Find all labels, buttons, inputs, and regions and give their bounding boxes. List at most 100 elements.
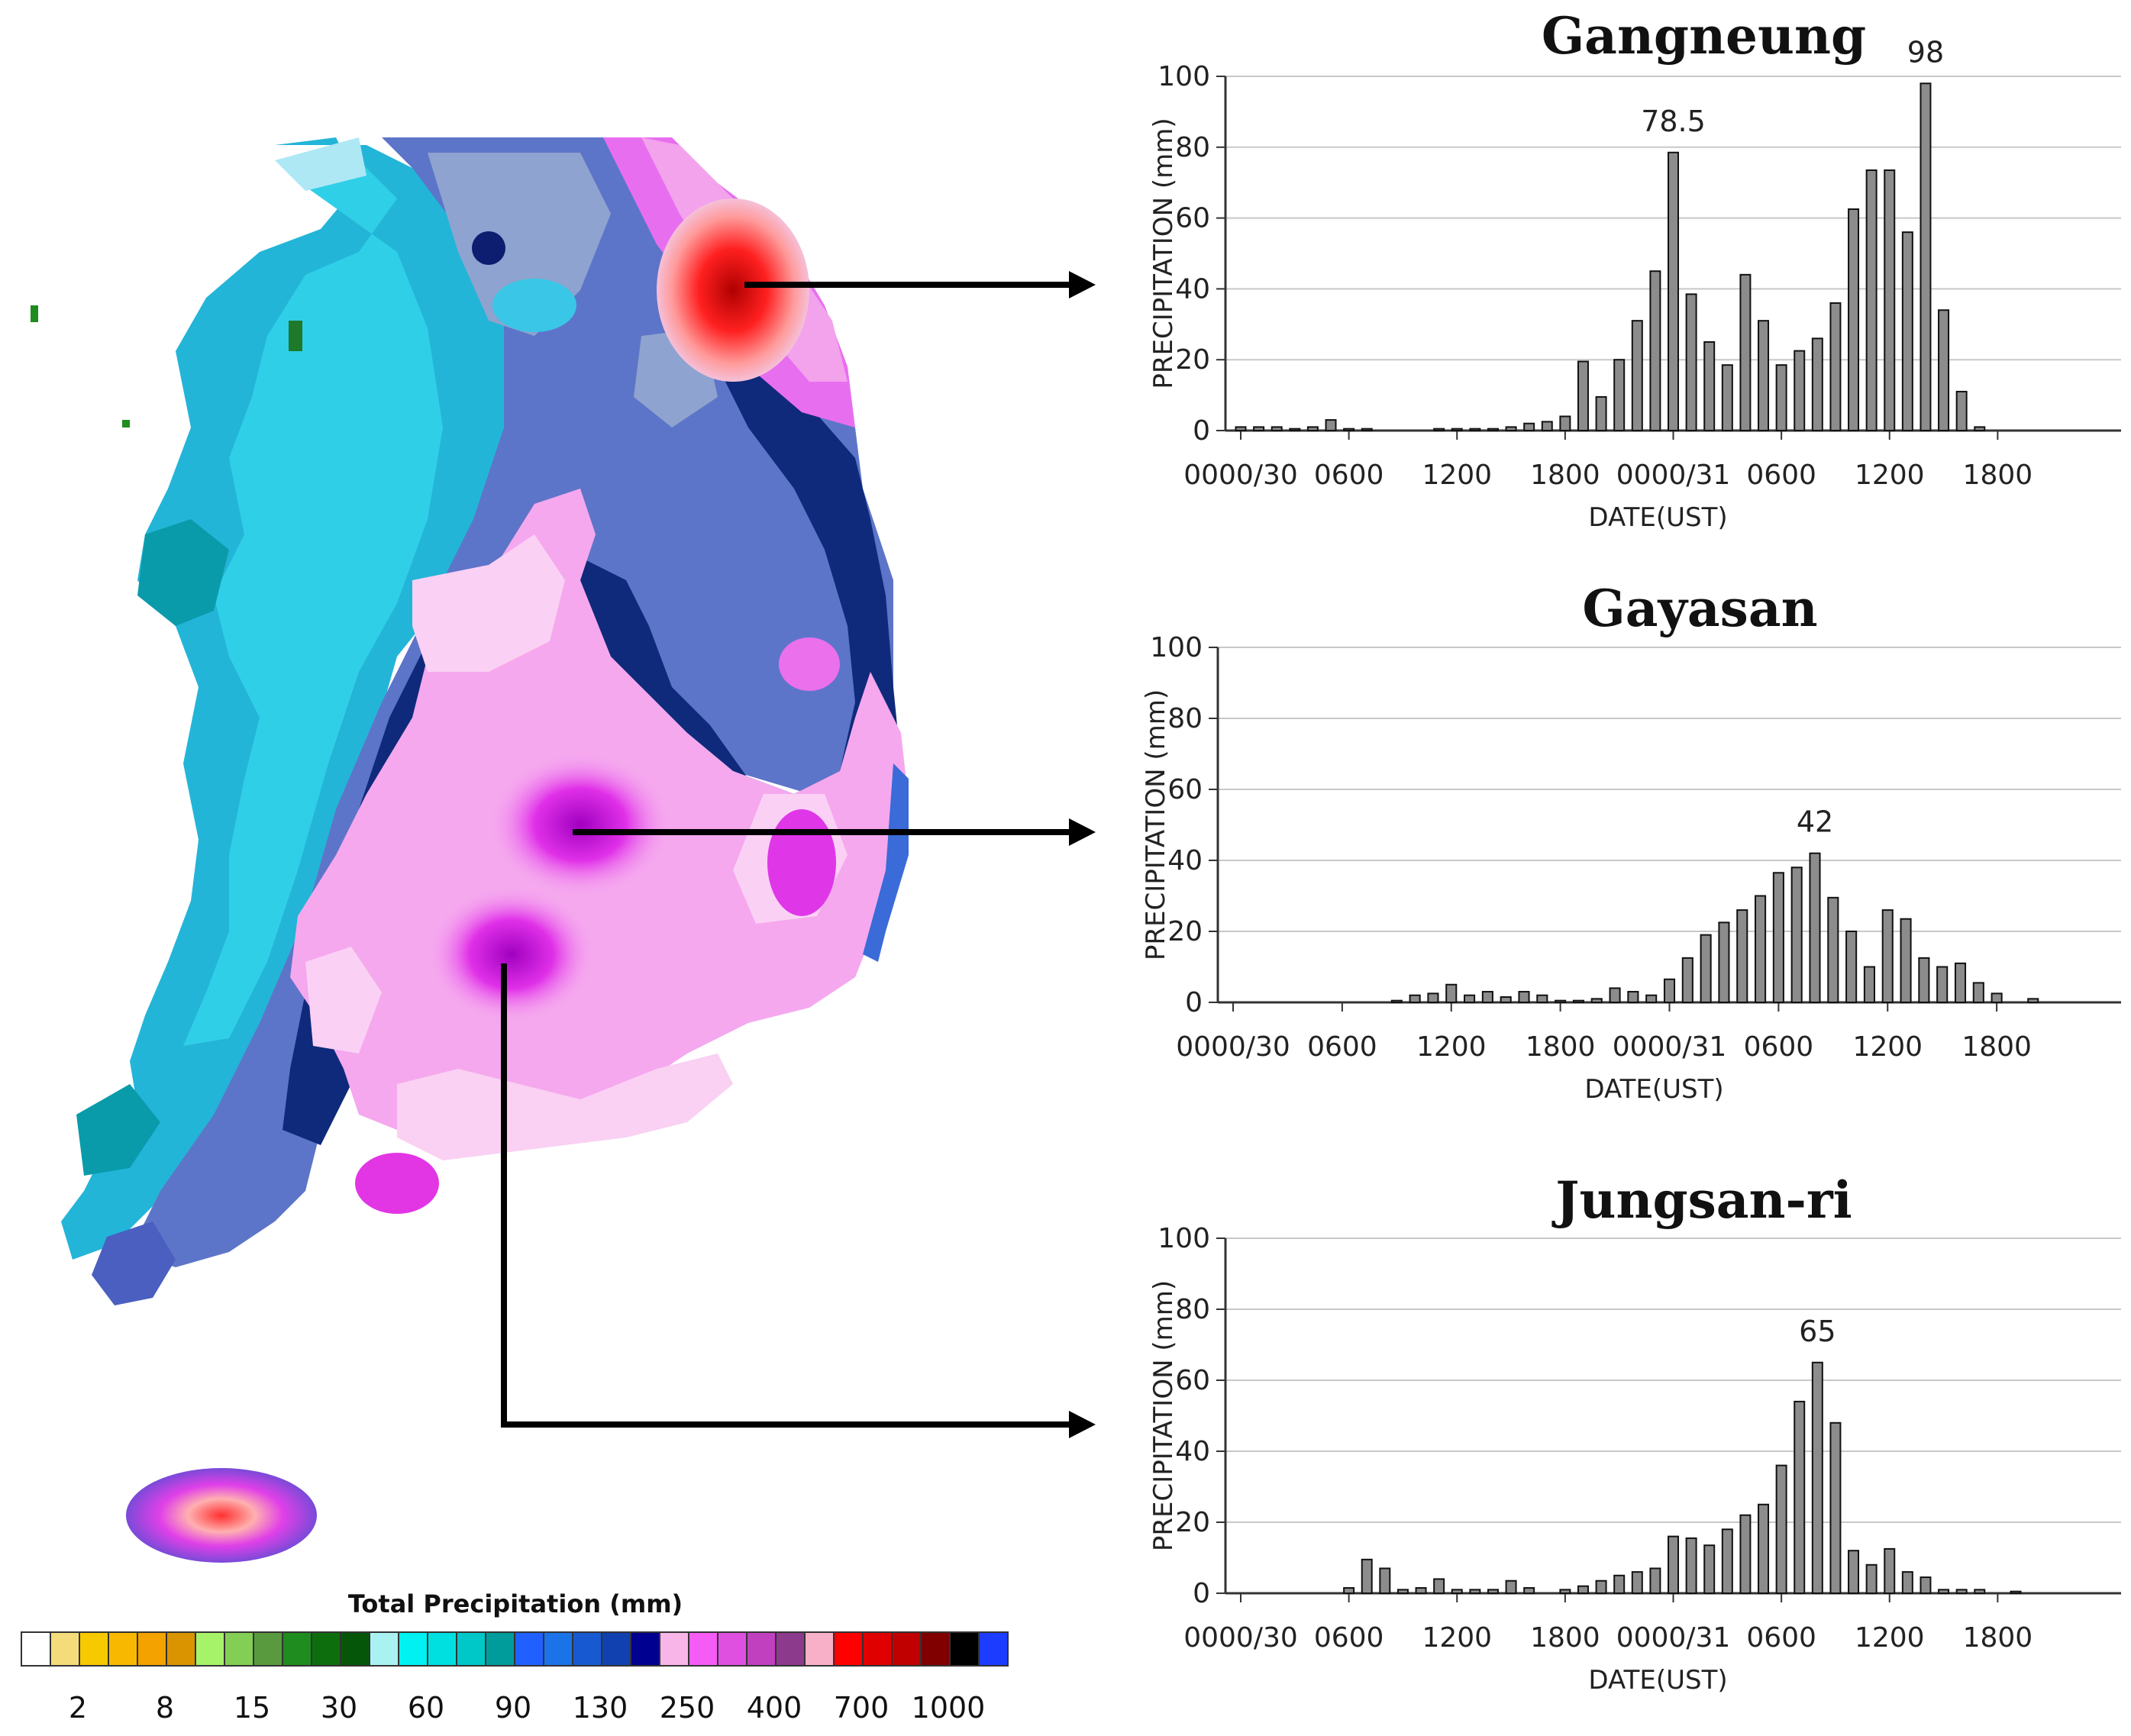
map-region-east-magenta-spot [767,809,836,916]
bar [1595,395,1607,431]
bar [1343,1587,1355,1594]
bar [1918,957,1930,1003]
bar [1445,983,1458,1003]
bar [1469,1589,1481,1595]
bar [1974,1589,1986,1595]
bar [1631,320,1643,431]
y-tick-label: 100 [1150,632,1203,663]
bar [1487,428,1499,431]
bar [1590,998,1603,1003]
y-tick-label: 100 [1158,61,1210,92]
bar [1772,872,1784,1004]
y-axis-title: PRECIPITATION (mm) [1141,689,1171,960]
map-region-teal [76,519,229,1176]
bar [1613,359,1626,432]
y-tick-label: 0 [1185,987,1203,1018]
x-tick-label: 1800 [1961,1031,2032,1063]
y-tick-label: 60 [1175,1365,1210,1396]
bar [1343,428,1355,431]
bar [1920,1576,1932,1594]
map-region-north-magenta-spot [779,637,840,691]
x-tick-label: 1200 [1852,1031,1923,1063]
legend-swatch [746,1631,777,1667]
bar [1541,421,1553,432]
legend-tick-label: 60 [408,1691,444,1725]
x-tick-label: 1200 [1422,460,1492,491]
x-tick-label: 1200 [1855,460,1925,491]
peak-label: 98 [1907,35,1944,69]
legend-swatch [543,1631,573,1667]
bar [1595,1580,1607,1595]
x-tick-label: 0600 [1314,1622,1384,1654]
map-region-southwest-islands [92,1221,176,1305]
bar [1758,320,1770,431]
x-tick-label: 0600 [1307,1031,1377,1063]
bar [2010,1590,2022,1595]
bar [1848,1550,1860,1594]
x-axis-title: DATE(UST) [1588,1665,1727,1696]
bar [1409,994,1421,1003]
bar [1739,273,1752,431]
legend-swatch [659,1631,689,1667]
arrow-gayasan [573,818,1096,846]
bar [1451,428,1463,431]
x-tick-label: 1800 [1530,1622,1600,1654]
legend-tick-label: 2 [69,1691,87,1725]
map-speck [122,420,130,428]
legend-tick-label: 400 [747,1691,802,1725]
bar [1481,991,1493,1004]
legend-swatch [601,1631,631,1667]
x-tick-label: 0000/31 [1616,460,1731,491]
bar [1572,999,1584,1004]
legend-tick-label: 130 [573,1691,628,1725]
legend-swatch [340,1631,370,1667]
bar [1390,999,1403,1004]
map-jeju [126,1468,317,1563]
bar [1379,1567,1391,1594]
chart-gayasan: Gayasan 0 20 40 60 80 100 0000/30 0600 1200 1800 00… [1141,579,2121,1105]
bar [1974,426,1986,431]
chart-title: Gangneung [1542,6,1866,66]
bar [1649,270,1661,432]
x-tick-label: 1800 [1963,1622,2033,1654]
peak-label: 78.5 [1641,105,1706,138]
legend-tick-label: 700 [834,1691,890,1725]
legend-swatch [137,1631,167,1667]
bar [1663,978,1676,1004]
legend-swatch [282,1631,312,1667]
peak-label: 42 [1797,805,1833,839]
bar [1955,1589,1968,1595]
y-tick-label: 40 [1175,273,1210,305]
arrow-jungsanri [501,963,1096,1438]
bar [1559,1589,1571,1595]
y-tick-label: 20 [1175,1507,1210,1538]
legend-swatch [891,1631,922,1667]
bar [1972,982,1984,1004]
bar [1865,169,1878,432]
bar [1500,996,1512,1004]
x-axis-title: DATE(UST) [1588,502,1727,533]
x-tick-label: 0600 [1746,1622,1816,1654]
bar [1681,957,1693,1003]
bar [1289,428,1301,431]
bar [1649,1567,1661,1594]
bar [1758,1503,1770,1594]
map-region-south-coast [397,1054,733,1160]
x-tick-label: 0000/30 [1183,460,1298,491]
bar [1627,991,1639,1004]
bar [1881,909,1894,1003]
map-speck [31,305,38,322]
map-speck [289,321,302,351]
bar [1827,896,1839,1003]
y-axis-title: PRECIPITATION (mm) [1148,118,1179,389]
x-tick-label: 0600 [1314,460,1384,491]
bar [1536,994,1548,1003]
bar [1609,987,1621,1004]
x-tick-label: 0600 [1744,1031,1814,1063]
legend-swatch [717,1631,747,1667]
bar [1739,1514,1752,1594]
x-axis-title: DATE(UST) [1584,1074,1723,1105]
bar [1577,1585,1589,1594]
legend-title: Total Precipitation (mm) [348,1589,683,1618]
x-tick-label: 0600 [1746,460,1816,491]
